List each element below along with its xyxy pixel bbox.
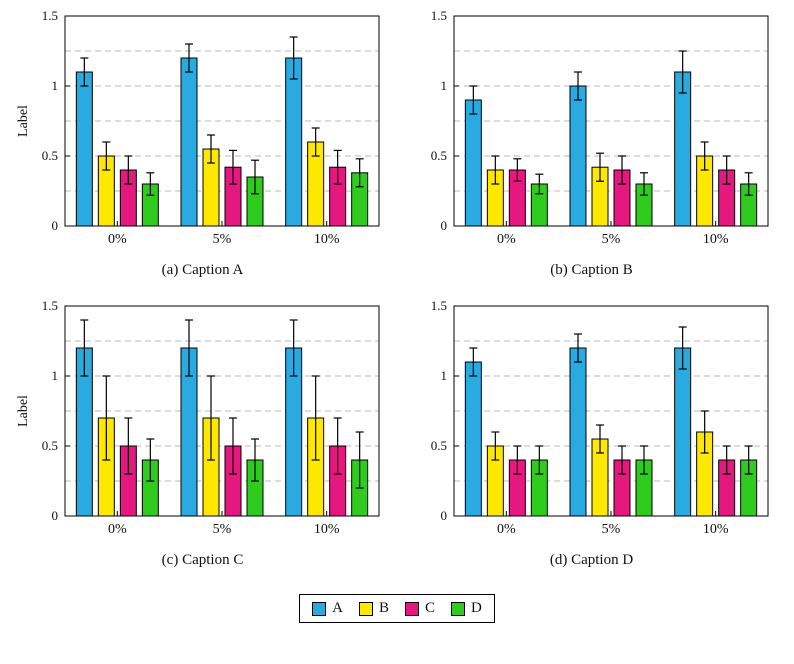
bar-A-10%	[673, 347, 691, 517]
bar-A-5%	[569, 347, 586, 517]
y-axis-label: Label	[16, 105, 31, 137]
legend-entry-b: B	[358, 600, 389, 617]
legend-entry-c: C	[405, 600, 435, 617]
legend-swatch-b	[358, 601, 373, 616]
legend: A B C D	[299, 594, 495, 623]
charts-grid: 0 0.5 1 1.5 0% 5% 10% Label (a) Caption A 0 0.5 1…	[8, 4, 786, 584]
legend-swatch-a	[312, 601, 327, 616]
chart-a: 0 0.5 1 1.5 0% 5% 10% Label (a) Caption A	[8, 4, 397, 294]
bar-A-0%	[75, 71, 93, 227]
chart-d-plot: 0 0.5 1 1.5 0% 5% 10%	[430, 298, 768, 537]
y-tick-label: 1	[440, 78, 447, 93]
y-tick-label: 1.5	[41, 8, 57, 23]
chart-b-plot: 0 0.5 1 1.5 0% 5% 10%	[430, 8, 768, 247]
bar-A-0%	[464, 99, 482, 227]
chart-a-plot: 0 0.5 1 1.5 0% 5% 10% Label	[16, 8, 379, 247]
y-tick-label: 0	[440, 508, 447, 523]
x-tick-label: 0%	[107, 522, 126, 537]
chart-a-caption: (a) Caption A	[161, 262, 244, 278]
x-tick-label: 0%	[107, 232, 126, 247]
y-tick-label: 0	[51, 508, 58, 523]
y-tick-label: 0.5	[430, 148, 446, 163]
x-tick-label: 10%	[313, 232, 339, 247]
x-tick-label: 5%	[601, 522, 620, 537]
legend-swatch-d	[451, 601, 466, 616]
legend-entry-d: D	[451, 600, 482, 617]
y-tick-label: 0	[51, 218, 58, 233]
x-tick-label: 5%	[212, 232, 231, 247]
y-tick-label: 0.5	[41, 438, 57, 453]
y-tick-label: 0	[440, 218, 447, 233]
legend-row: A B C D	[8, 594, 786, 623]
chart-c-plot: 0 0.5 1 1.5 0% 5% 10% Label	[16, 298, 379, 537]
y-tick-label: 1	[51, 78, 58, 93]
bar-A-5%	[180, 57, 197, 227]
bar-A-5%	[569, 85, 586, 227]
chart-b: 0 0.5 1 1.5 0% 5% 10% (b) Caption B	[397, 4, 786, 294]
y-tick-label: 1	[51, 368, 58, 383]
chart-d-caption: (d) Caption D	[549, 552, 634, 568]
x-tick-label: 5%	[601, 232, 620, 247]
bar-A-10%	[284, 57, 302, 227]
y-tick-label: 1.5	[430, 8, 446, 23]
x-tick-label: 10%	[313, 522, 339, 537]
x-tick-label: 10%	[702, 232, 728, 247]
bar-A-10%	[673, 71, 691, 227]
legend-entry-a: A	[312, 600, 343, 617]
x-tick-label: 0%	[496, 522, 515, 537]
bar-A-0%	[464, 361, 482, 517]
chart-c: 0 0.5 1 1.5 0% 5% 10% Label (c) Caption C	[8, 294, 397, 584]
legend-label-a: A	[332, 600, 343, 616]
x-tick-label: 0%	[496, 232, 515, 247]
legend-label-d: D	[471, 600, 482, 616]
legend-label-c: C	[425, 600, 436, 616]
x-tick-label: 10%	[702, 522, 728, 537]
y-tick-label: 1.5	[41, 298, 57, 313]
y-tick-label: 0.5	[41, 148, 57, 163]
y-tick-label: 1	[440, 368, 447, 383]
y-tick-label: 1.5	[430, 298, 446, 313]
chart-b-caption: (b) Caption B	[550, 262, 633, 278]
y-axis-label: Label	[16, 395, 31, 427]
x-tick-label: 5%	[212, 522, 231, 537]
legend-label-b: B	[378, 600, 389, 616]
y-tick-label: 0.5	[430, 438, 446, 453]
chart-c-caption: (c) Caption C	[161, 552, 244, 568]
legend-swatch-c	[405, 601, 419, 616]
chart-d: 0 0.5 1 1.5 0% 5% 10% (d) Caption D	[397, 294, 786, 584]
